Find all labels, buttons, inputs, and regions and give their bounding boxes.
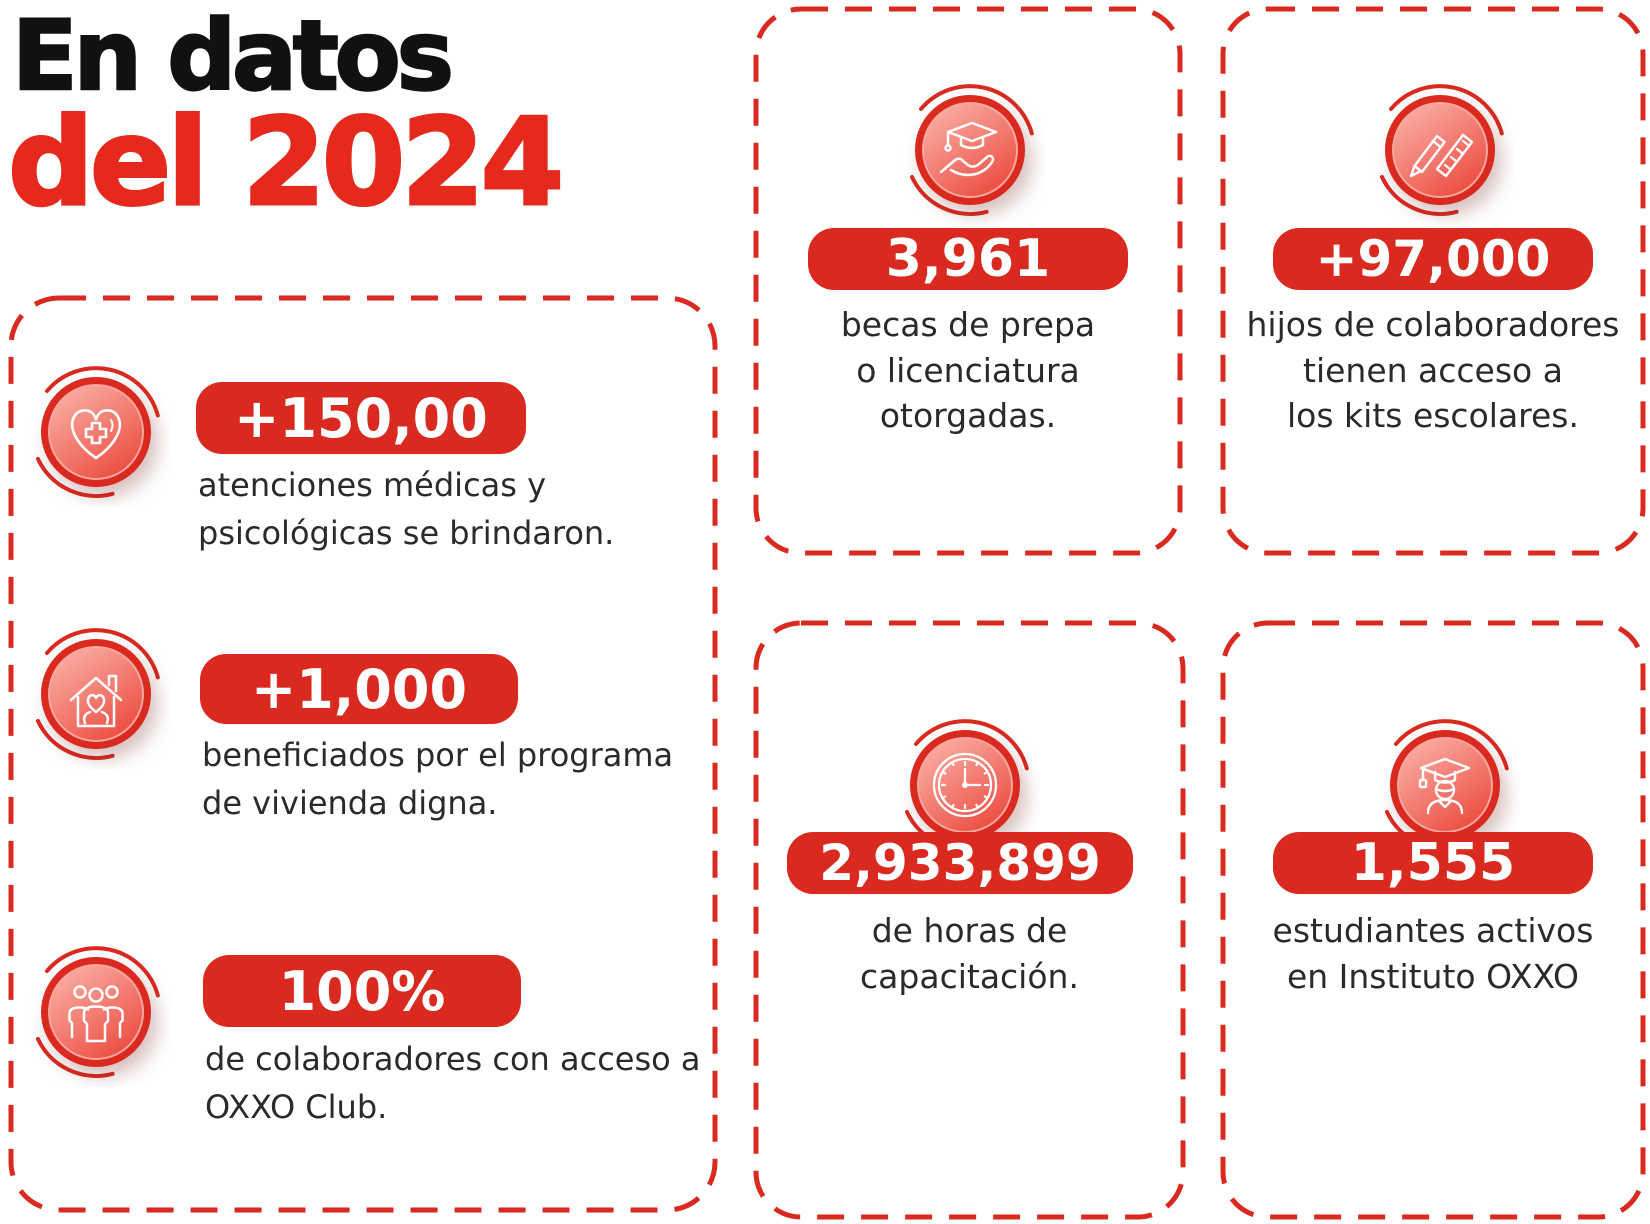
card-capacitacion: 2,933,899 de horas de capacitación. bbox=[753, 620, 1186, 1220]
card-kits-escolares: +97,000 hijos de colaboradores tienen ac… bbox=[1220, 6, 1646, 556]
card-becas: 3,961 becas de prepa o licenciatura otor… bbox=[753, 6, 1183, 556]
house-heart-hands-icon bbox=[21, 619, 171, 769]
stat-description: de colaboradores con acceso a OXXO Club. bbox=[205, 1040, 701, 1126]
card-description: de horas de capacitación. bbox=[860, 911, 1079, 996]
stat-value-pill: 100% bbox=[203, 955, 521, 1027]
card-instituto-oxxo: 1,555 estudiantes activos en Instituto O… bbox=[1220, 620, 1646, 1220]
page-title-line2: del 2024 bbox=[6, 94, 565, 233]
card-value-pill: 3,961 bbox=[808, 228, 1128, 290]
stat-description: atenciones médicas y psicológicas se bri… bbox=[198, 466, 615, 552]
people-group-icon bbox=[21, 937, 171, 1087]
card-value-pill: +97,000 bbox=[1273, 228, 1593, 290]
graduation-cap-hand-icon bbox=[895, 75, 1045, 225]
card-description: estudiantes activos en Instituto OXXO bbox=[1272, 911, 1594, 996]
card-description: hijos de colaboradores tienen acceso a l… bbox=[1246, 305, 1620, 436]
card-description: becas de prepa o licenciatura otorgadas. bbox=[840, 305, 1096, 436]
card-value-pill: 1,555 bbox=[1273, 832, 1593, 894]
pencil-ruler-icon bbox=[1365, 75, 1515, 225]
heart-medical-cross-icon bbox=[21, 357, 171, 507]
card-value-pill: 2,933,899 bbox=[787, 832, 1133, 894]
clock-icon bbox=[890, 710, 1040, 860]
left-stats-panel: +150,00 atenciones médicas y psicológica… bbox=[8, 295, 718, 1213]
stat-value-pill: +1,000 bbox=[200, 654, 518, 724]
stat-description: beneficiados por el programa de vivienda… bbox=[202, 736, 674, 822]
page-title-line1: En datos bbox=[11, 0, 455, 112]
stat-value-pill: +150,00 bbox=[196, 382, 526, 454]
